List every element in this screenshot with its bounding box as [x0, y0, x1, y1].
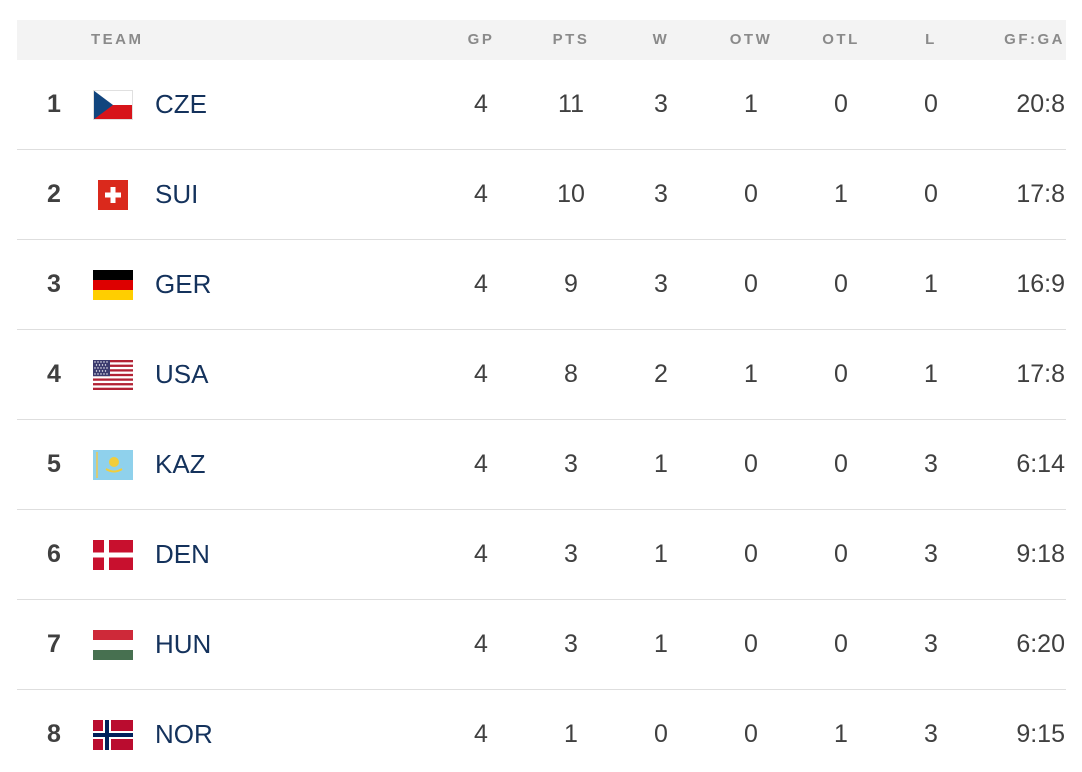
- otw-cell: 0: [744, 720, 758, 748]
- gp-cell: 4: [474, 450, 488, 478]
- german-flag-icon: [93, 270, 133, 300]
- otl-cell: 0: [834, 540, 848, 568]
- rank-cell: 2: [47, 180, 61, 208]
- header-gp[interactable]: GP: [467, 31, 495, 48]
- team-name-link[interactable]: DEN: [155, 539, 210, 569]
- rank-cell: 4: [47, 360, 61, 388]
- l-cell: 1: [924, 360, 938, 388]
- w-cell: 3: [654, 90, 668, 118]
- header-l[interactable]: L: [925, 31, 937, 48]
- team-name-link[interactable]: GER: [155, 269, 212, 299]
- otw-cell: 1: [744, 90, 758, 118]
- otw-cell: 1: [744, 360, 758, 388]
- gfga-cell: 17:8: [1016, 360, 1065, 388]
- kazakh-flag-icon: [93, 450, 133, 480]
- otw-cell: 0: [744, 630, 758, 658]
- gfga-cell: 6:14: [1016, 450, 1065, 478]
- l-cell: 0: [924, 90, 938, 118]
- otl-cell: 1: [834, 180, 848, 208]
- otl-cell: 0: [834, 90, 848, 118]
- standings-table: TEAM GP PTS W OTW OTL L GF:GA 1 CZE 4 11…: [17, 20, 1066, 772]
- rank-cell: 7: [47, 630, 61, 658]
- czech-flag-icon: [93, 90, 133, 120]
- header-otw[interactable]: OTW: [729, 31, 773, 48]
- l-cell: 3: [924, 450, 938, 478]
- l-cell: 1: [924, 270, 938, 298]
- l-cell: 0: [924, 180, 938, 208]
- pts-cell: 3: [564, 450, 578, 478]
- gfga-cell: 6:20: [1016, 630, 1065, 658]
- w-cell: 3: [654, 180, 668, 208]
- danish-flag-icon: [93, 540, 133, 570]
- otl-cell: 0: [834, 450, 848, 478]
- gp-cell: 4: [474, 720, 488, 748]
- team-name-link[interactable]: KAZ: [155, 449, 206, 479]
- gp-cell: 4: [474, 180, 488, 208]
- rank-cell: 1: [47, 90, 61, 118]
- table-row[interactable]: 8 NOR 4 1 0 0 1 3 9:15: [17, 690, 1066, 772]
- table-row[interactable]: 3 GER 4 9 3 0 0 1 16:9: [17, 240, 1066, 330]
- table-row[interactable]: 5 KAZ 4 3 1 0 0 3 6:14: [17, 420, 1066, 510]
- pts-cell: 3: [564, 630, 578, 658]
- pts-cell: 10: [557, 180, 585, 208]
- pts-cell: 1: [564, 720, 578, 748]
- otw-cell: 0: [744, 540, 758, 568]
- w-cell: 0: [654, 720, 668, 748]
- table-row[interactable]: 4 USA 4 8: [17, 330, 1066, 420]
- rank-cell: 5: [47, 450, 61, 478]
- table-row[interactable]: 7 HUN 4 3 1 0 0 3 6:20: [17, 600, 1066, 690]
- pts-cell: 9: [564, 270, 578, 298]
- swiss-flag-icon: [93, 180, 133, 210]
- header-w[interactable]: W: [652, 31, 670, 48]
- otl-cell: 1: [834, 720, 848, 748]
- w-cell: 1: [654, 450, 668, 478]
- table-row[interactable]: 1 CZE 4 11 3 1 0 0 20:8: [17, 60, 1066, 150]
- rank-cell: 3: [47, 270, 61, 298]
- table-row[interactable]: 6 DEN 4 3 1 0 0 3 9:18: [17, 510, 1066, 600]
- header-pts[interactable]: PTS: [552, 31, 590, 48]
- table-row[interactable]: 2 SUI 4 10 3 0 1 0 17:8: [17, 150, 1066, 240]
- team-name-link[interactable]: CZE: [155, 89, 207, 119]
- team-name-link[interactable]: USA: [155, 359, 209, 389]
- otl-cell: 0: [834, 630, 848, 658]
- gp-cell: 4: [474, 270, 488, 298]
- gp-cell: 4: [474, 630, 488, 658]
- w-cell: 1: [654, 540, 668, 568]
- gp-cell: 4: [474, 360, 488, 388]
- team-name-link[interactable]: HUN: [155, 629, 212, 659]
- norwegian-flag-icon: [93, 720, 133, 750]
- rank-cell: 6: [47, 540, 61, 568]
- pts-cell: 11: [558, 90, 584, 118]
- team-name-link[interactable]: SUI: [155, 179, 199, 209]
- l-cell: 3: [924, 540, 938, 568]
- gfga-cell: 17:8: [1016, 180, 1065, 208]
- w-cell: 2: [654, 360, 668, 388]
- l-cell: 3: [924, 630, 938, 658]
- w-cell: 1: [654, 630, 668, 658]
- table-header: TEAM GP PTS W OTW OTL L GF:GA: [17, 20, 1066, 60]
- otl-cell: 0: [834, 270, 848, 298]
- gp-cell: 4: [474, 540, 488, 568]
- otw-cell: 0: [744, 450, 758, 478]
- gp-cell: 4: [474, 90, 488, 118]
- otl-cell: 0: [834, 360, 848, 388]
- gfga-cell: 20:8: [1016, 90, 1065, 118]
- otw-cell: 0: [744, 270, 758, 298]
- rank-cell: 8: [47, 720, 61, 748]
- gfga-cell: 16:9: [1016, 270, 1065, 298]
- gfga-cell: 9:15: [1016, 720, 1065, 748]
- gfga-cell: 9:18: [1016, 540, 1065, 568]
- team-name-link[interactable]: NOR: [155, 719, 213, 749]
- pts-cell: 3: [564, 540, 578, 568]
- header-gfga[interactable]: GF:GA: [1004, 31, 1065, 48]
- otw-cell: 0: [744, 180, 758, 208]
- l-cell: 3: [924, 720, 938, 748]
- hungarian-flag-icon: [93, 630, 133, 660]
- header-otl[interactable]: OTL: [822, 31, 860, 48]
- header-team[interactable]: TEAM: [91, 31, 144, 48]
- usa-flag-icon: [93, 360, 133, 390]
- pts-cell: 8: [564, 360, 578, 388]
- w-cell: 3: [654, 270, 668, 298]
